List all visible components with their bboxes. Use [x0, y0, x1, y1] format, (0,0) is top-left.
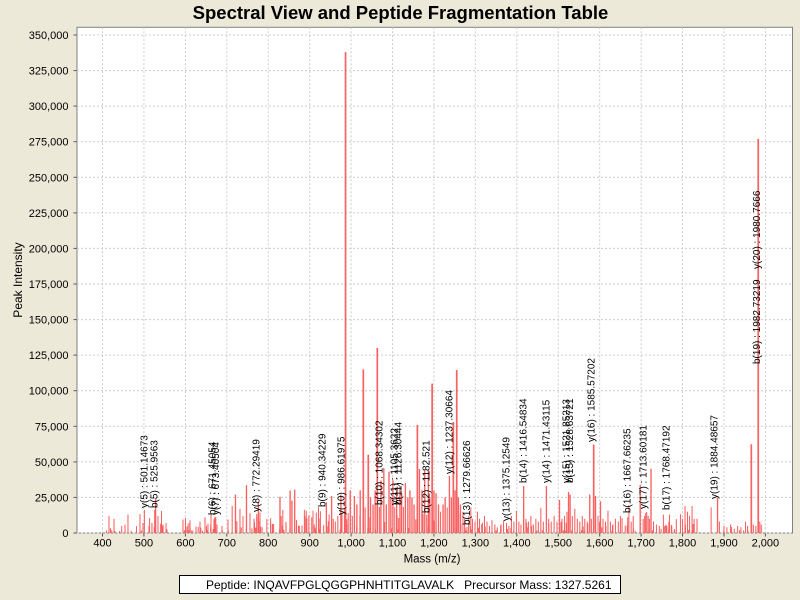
svg-text:25,000: 25,000 — [35, 492, 69, 504]
svg-text:150,000: 150,000 — [29, 315, 69, 327]
svg-text:500: 500 — [135, 538, 153, 550]
svg-text:Peak Intensity: Peak Intensity — [11, 242, 25, 317]
svg-text:100,000: 100,000 — [29, 386, 69, 398]
svg-text:b(11) : 1126.30444: b(11) : 1126.30444 — [393, 422, 404, 505]
svg-text:b(17) : 1768.47192: b(17) : 1768.47192 — [662, 425, 673, 510]
svg-text:2,000: 2,000 — [752, 538, 780, 550]
svg-text:0: 0 — [62, 528, 68, 540]
svg-text:y(8) : 772.29419: y(8) : 772.29419 — [252, 439, 263, 512]
svg-text:350,000: 350,000 — [29, 30, 69, 42]
svg-text:1,400: 1,400 — [503, 538, 531, 550]
svg-text:Peptide: INQAVFPGLQGGPHNHTITGL: Peptide: INQAVFPGLQGGPHNHTITGLAVALK — [206, 578, 454, 592]
svg-text:b(15) : 1528.63721: b(15) : 1528.63721 — [565, 398, 576, 483]
svg-text:225,000: 225,000 — [29, 208, 69, 220]
svg-text:1,900: 1,900 — [710, 538, 738, 550]
svg-text:Mass (m/z): Mass (m/z) — [404, 554, 461, 566]
svg-text:y(7) : 673.40504: y(7) : 673.40504 — [211, 442, 222, 515]
svg-text:Spectral View and Peptide Frag: Spectral View and Peptide Fragmentation … — [193, 2, 609, 23]
svg-text:600: 600 — [176, 538, 194, 550]
svg-text:250,000: 250,000 — [29, 172, 69, 184]
svg-text:b(14) : 1416.54834: b(14) : 1416.54834 — [519, 398, 530, 483]
svg-text:175,000: 175,000 — [29, 279, 69, 291]
svg-text:y(5) : 501.14673: y(5) : 501.14673 — [139, 435, 150, 508]
svg-text:b(16) : 1667.66235: b(16) : 1667.66235 — [623, 428, 634, 513]
svg-text:y(20) : 1980.7666: y(20) : 1980.7666 — [752, 190, 763, 269]
svg-text:75,000: 75,000 — [35, 421, 69, 433]
svg-text:1,800: 1,800 — [669, 538, 697, 550]
svg-text:1,500: 1,500 — [544, 538, 572, 550]
svg-text:50,000: 50,000 — [35, 457, 69, 469]
svg-text:Precursor Mass: 1327.5261: Precursor Mass: 1327.5261 — [464, 578, 612, 592]
svg-text:b(10) : 1068.34302: b(10) : 1068.34302 — [374, 420, 385, 505]
svg-text:125,000: 125,000 — [29, 350, 69, 362]
svg-text:1,300: 1,300 — [462, 538, 490, 550]
svg-text:300,000: 300,000 — [29, 101, 69, 113]
svg-text:1,600: 1,600 — [586, 538, 614, 550]
svg-text:b(5) : 525.9563: b(5) : 525.9563 — [150, 440, 161, 508]
svg-text:y(13) : 1375.12549: y(13) : 1375.12549 — [502, 437, 513, 521]
svg-text:b(12) : 1182.521: b(12) : 1182.521 — [422, 440, 433, 513]
svg-text:700: 700 — [218, 538, 236, 550]
svg-text:y(12) : 1237.30664: y(12) : 1237.30664 — [444, 390, 455, 474]
svg-text:y(10) : 986.61975: y(10) : 986.61975 — [337, 436, 348, 515]
svg-text:1,200: 1,200 — [420, 538, 448, 550]
svg-text:400: 400 — [93, 538, 111, 550]
svg-text:275,000: 275,000 — [29, 137, 69, 149]
svg-text:y(14) : 1471.43115: y(14) : 1471.43115 — [541, 399, 552, 483]
svg-text:b(9) : 940.34229: b(9) : 940.34229 — [317, 433, 328, 507]
svg-text:b(13) : 1279.66626: b(13) : 1279.66626 — [462, 440, 473, 525]
svg-text:y(15) : 1521.85213: y(15) : 1521.85213 — [562, 399, 573, 483]
svg-text:800: 800 — [259, 538, 277, 550]
svg-text:1,100: 1,100 — [379, 538, 407, 550]
svg-text:b(19) : 1982.73219: b(19) : 1982.73219 — [752, 279, 763, 364]
svg-text:1,700: 1,700 — [627, 538, 655, 550]
svg-text:325,000: 325,000 — [29, 66, 69, 78]
svg-text:900: 900 — [301, 538, 319, 550]
svg-text:b(6) : 671.45054: b(6) : 671.45054 — [208, 441, 219, 515]
svg-text:y(19) : 1884.48657: y(19) : 1884.48657 — [710, 415, 721, 499]
svg-text:y(11) : 1105.3622: y(11) : 1105.3622 — [390, 428, 401, 505]
svg-text:y(16) : 1585.57202: y(16) : 1585.57202 — [587, 358, 598, 442]
svg-text:1,000: 1,000 — [337, 538, 365, 550]
svg-text:y(17) : 1713.60181: y(17) : 1713.60181 — [639, 425, 650, 509]
svg-text:200,000: 200,000 — [29, 243, 69, 255]
